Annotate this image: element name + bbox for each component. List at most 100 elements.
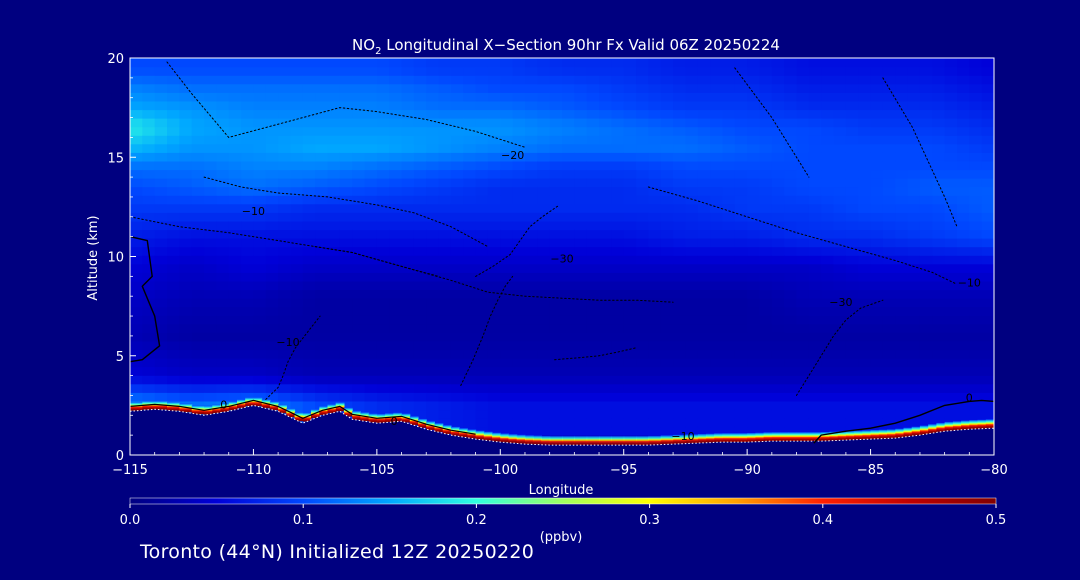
field-cell [734,315,748,325]
field-cell [562,118,575,128]
field-cell [352,272,366,282]
field-cell [845,92,859,102]
field-cell [611,426,625,436]
field-cell [648,66,662,76]
field-cell [265,375,279,385]
field-cell [907,392,921,402]
field-cell [438,92,452,102]
field-cell [302,195,316,205]
surface-band [895,428,905,438]
field-cell [562,426,575,436]
field-cell [734,75,748,85]
surface-band [928,424,937,434]
field-cell [290,263,304,273]
field-cell [611,83,625,93]
field-cell [599,169,612,179]
field-cell [796,160,810,171]
field-cell [438,160,452,171]
field-cell [759,400,773,411]
field-cell [796,135,810,145]
field-cell [747,426,760,436]
field-cell [858,323,872,333]
field-cell [265,109,279,119]
field-cell [845,255,859,265]
field-cell [389,255,403,265]
field-cell [525,349,538,359]
field-cell [759,126,773,136]
field-cell [438,238,452,248]
field-cell [882,212,896,222]
field-cell [882,229,896,239]
field-cell [179,160,193,171]
field-cell [771,349,785,359]
surface-band [586,436,600,445]
field-cell [907,160,921,171]
field-cell [636,383,649,393]
field-cell [525,383,538,393]
field-cell [241,100,254,111]
field-cell [710,66,723,76]
field-cell [845,409,859,419]
surface-band [500,433,510,443]
field-cell [599,238,612,248]
field-cell [426,169,440,179]
field-cell [450,195,464,205]
field-cell [426,306,440,316]
field-cell [932,255,946,265]
field-cell [574,358,588,368]
field-cell [895,126,909,136]
field-cell [599,298,612,308]
field-cell [438,255,452,265]
field-cell [500,246,514,256]
field-cell [438,229,452,239]
field-cell [895,332,909,342]
field-cell [228,58,242,68]
field-cell [574,126,588,136]
field-cell [623,203,637,213]
field-cell [167,186,180,196]
field-cell [845,263,859,273]
surface-band [611,436,625,445]
field-cell [599,92,612,102]
field-cell [858,255,872,265]
field-cell [376,126,390,136]
field-cell [463,66,477,76]
field-cell [191,383,205,393]
field-cell [759,358,773,368]
field-cell [204,366,217,376]
dotted-contour [314,246,674,303]
field-cell [660,126,674,136]
field-cell [858,383,872,393]
field-cell [179,143,193,153]
field-cell [673,100,686,111]
field-cell [487,143,501,153]
field-cell [389,118,403,128]
field-cell [167,229,180,239]
field-cell [808,75,822,85]
field-cell [438,315,452,325]
field-cell [919,203,933,213]
field-cell [352,263,366,273]
field-cell [216,366,230,376]
field-cell [821,118,835,128]
field-cell [586,152,600,162]
field-cell [450,289,464,299]
field-cell [759,160,773,171]
field-cell [401,272,415,282]
field-cell [734,272,748,282]
field-cell [969,66,983,76]
field-cell [204,255,217,265]
field-cell [450,220,464,231]
field-cell [487,75,501,85]
field-cell [796,229,810,239]
field-cell [771,186,785,196]
field-cell [796,238,810,248]
field-cell [747,143,760,153]
field-cell [352,66,366,76]
field-cell [944,203,958,213]
field-cell [599,178,612,188]
field-cell [130,126,143,136]
field-cell [623,358,637,368]
field-cell [487,392,501,402]
